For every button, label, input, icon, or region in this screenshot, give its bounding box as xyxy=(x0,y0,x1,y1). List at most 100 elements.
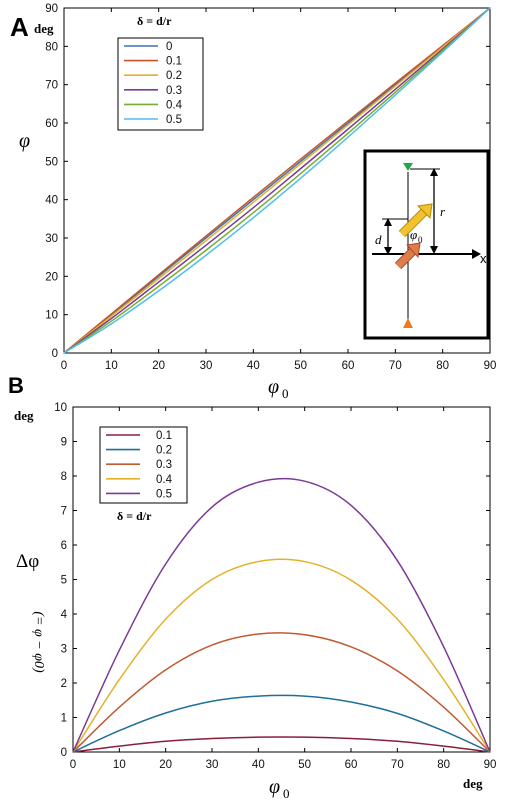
panel-a-series-line-0.5 xyxy=(63,7,491,354)
panel-b-x-tick-label: 90 xyxy=(484,759,497,771)
panel-a-plot-frame xyxy=(63,7,491,354)
panel-b-x-axis-label-sub: 0 xyxy=(283,786,290,801)
panel-b-x-tick-label: 50 xyxy=(298,759,311,771)
panel-a-legend-box xyxy=(117,37,204,131)
panel-b-y-tick-label: 5 xyxy=(61,575,67,587)
panel-b-x-tick-label: 70 xyxy=(391,759,404,771)
panel-b-y-tick-label: 1 xyxy=(61,713,67,725)
panel-a-y-axis-label: φ xyxy=(19,130,30,152)
panel-a-legend-label: 0.5 xyxy=(166,114,182,126)
panel-a-legend-label: 0.4 xyxy=(166,99,183,111)
panel-b-y-tick-label: 6 xyxy=(61,540,67,552)
panel-a-letter: A xyxy=(10,12,29,42)
inset-orange-arrow-head-icon xyxy=(405,242,421,259)
panel-a-series-line-0.3 xyxy=(63,7,491,354)
panel-b-series-line-0.1 xyxy=(72,736,491,753)
panel-a-x-tick-label: 30 xyxy=(200,360,213,372)
panel-b-x-tick-label: 40 xyxy=(252,759,265,771)
panel-a-y-tick-label: 80 xyxy=(45,41,58,53)
panel-a-legend-items: 0 0.1 0.2 0.3 0.4 0.5 xyxy=(124,41,183,126)
panel-a-legend-title: δ = d/r xyxy=(137,14,172,28)
panel-b-legend-label: 0.2 xyxy=(156,445,172,457)
panel-b-letter: B xyxy=(8,373,24,398)
panel-a-y-tick-label: 30 xyxy=(45,233,58,245)
panel-b-y-axis-label: Δφ xyxy=(16,551,39,572)
panel-a-unit-label: deg xyxy=(34,21,54,36)
panel-b-legend-items: 0.1 0.2 0.3 0.4 0.5 xyxy=(106,430,173,500)
panel-b-legend-label: 0.4 xyxy=(156,474,173,486)
panel-a-x-tick-label: 70 xyxy=(389,360,402,372)
panel-a-y-tick-label: 70 xyxy=(45,80,58,92)
panel-a-series-line-0.1 xyxy=(63,7,491,354)
panel-a-x-tick-label: 20 xyxy=(152,360,165,372)
panel-a-legend-label: 0.2 xyxy=(166,70,182,82)
inset-x-label: x xyxy=(480,251,487,266)
panel-b-legend-label: 0.5 xyxy=(156,488,172,500)
panel-a-x-tick-label: 40 xyxy=(247,360,260,372)
panel-b-x-tick-label: 30 xyxy=(206,759,219,771)
panel-b-series-line-0.4 xyxy=(72,558,491,753)
inset-orange-arrow-shaft xyxy=(395,248,416,269)
panel-a-y-tick-label: 10 xyxy=(45,310,58,322)
panel-a: A deg φ φ 0 0 10 20 30 40 50 60 70 80 90 0 10 20 30 4… xyxy=(10,3,496,401)
panel-a-x-tick-label: 90 xyxy=(484,360,497,372)
panel-a-series-lines xyxy=(63,7,491,354)
panel-a-x-axis-label-main: φ xyxy=(268,376,279,398)
panel-b-x-axis-label: φ 0 xyxy=(269,776,290,801)
inset-r-arrowhead-top xyxy=(430,168,438,176)
panel-b-y-unit-label: deg xyxy=(14,408,34,423)
panel-a-x-tick-label: 50 xyxy=(294,360,307,372)
panel-b-legend-label: 0.3 xyxy=(156,459,172,471)
panel-b-legend-label: 0.1 xyxy=(156,430,172,442)
panel-b-x-ticks: 0 10 20 30 40 50 60 70 80 90 xyxy=(70,407,497,771)
panel-a-legend-label: 0.3 xyxy=(166,85,182,97)
panel-a-series-line-0 xyxy=(63,7,491,354)
inset-orange-marker-icon xyxy=(403,318,413,328)
panel-a-x-tick-label: 60 xyxy=(342,360,355,372)
panel-b-legend: 0.1 0.2 0.3 0.4 0.5 δ = d/r xyxy=(99,426,188,523)
inset-yellow-arrow-head-icon xyxy=(416,203,433,220)
inset-d-label: d xyxy=(375,232,382,247)
panel-a-legend-label: 0 xyxy=(166,41,172,53)
inset-phi-sub-label: 0 xyxy=(418,235,423,245)
panel-b-y-tick-label: 0 xyxy=(61,747,67,759)
panel-b-x-axis-label-main: φ xyxy=(269,776,280,798)
panel-b-y-axis-secondary-label: (= φ − φ0) xyxy=(31,611,46,673)
panel-b-series-line-0.5 xyxy=(72,477,491,753)
inset-r-label: r xyxy=(440,204,446,219)
panel-b-series-line-0.3 xyxy=(72,632,491,753)
inset-yellow-arrow-shaft xyxy=(399,209,427,237)
panel-a-x-axis-label-sub: 0 xyxy=(282,386,289,401)
inset-frame xyxy=(363,149,490,340)
panel-a-legend: δ = d/r 0 0.1 0.2 0.3 0.4 0.5 xyxy=(117,14,204,131)
panel-a-y-tick-label: 40 xyxy=(45,195,58,207)
panel-b-legend-title: δ = d/r xyxy=(117,509,152,523)
panel-b-y-tick-label: 4 xyxy=(61,609,68,621)
panel-b: B deg deg Δφ (= φ − φ0) φ 0 0 10 20 30 40 50 6… xyxy=(8,373,496,801)
panel-b-x-unit-label: deg xyxy=(463,776,483,791)
panel-a-x-tick-label: 10 xyxy=(105,360,118,372)
panel-a-y-tick-label: 50 xyxy=(45,156,58,168)
panel-a-y-tick-label: 0 xyxy=(52,348,58,360)
panel-b-series-lines xyxy=(72,477,491,753)
inset-green-marker-icon xyxy=(403,163,413,171)
panel-a-x-ticks: 0 10 20 30 40 50 60 70 80 90 xyxy=(61,8,497,372)
panel-b-y-tick-label: 7 xyxy=(61,506,67,518)
panel-b-x-tick-label: 20 xyxy=(159,759,172,771)
panel-a-series-line-0.2 xyxy=(63,7,491,354)
panel-a-x-tick-label: 80 xyxy=(436,360,449,372)
panel-a-series-line-0.4 xyxy=(63,7,491,354)
inset-phi-label: φ xyxy=(410,227,417,242)
inset-d-arrowhead-bottom xyxy=(384,247,392,255)
panel-b-y-tick-label: 2 xyxy=(61,678,67,690)
panel-b-y-tick-label: 10 xyxy=(54,402,67,414)
panel-a-inset-diagram: x r d φ 0 xyxy=(363,149,490,340)
inset-d-arrowhead-top xyxy=(384,218,392,226)
panel-a-x-tick-label: 0 xyxy=(61,360,67,372)
panel-b-y-tick-label: 8 xyxy=(61,471,67,483)
panel-a-y-tick-label: 60 xyxy=(45,118,58,130)
panel-a-legend-label: 0.1 xyxy=(166,56,182,68)
panel-b-y-tick-label: 9 xyxy=(61,437,67,449)
panel-b-x-tick-label: 0 xyxy=(70,759,76,771)
